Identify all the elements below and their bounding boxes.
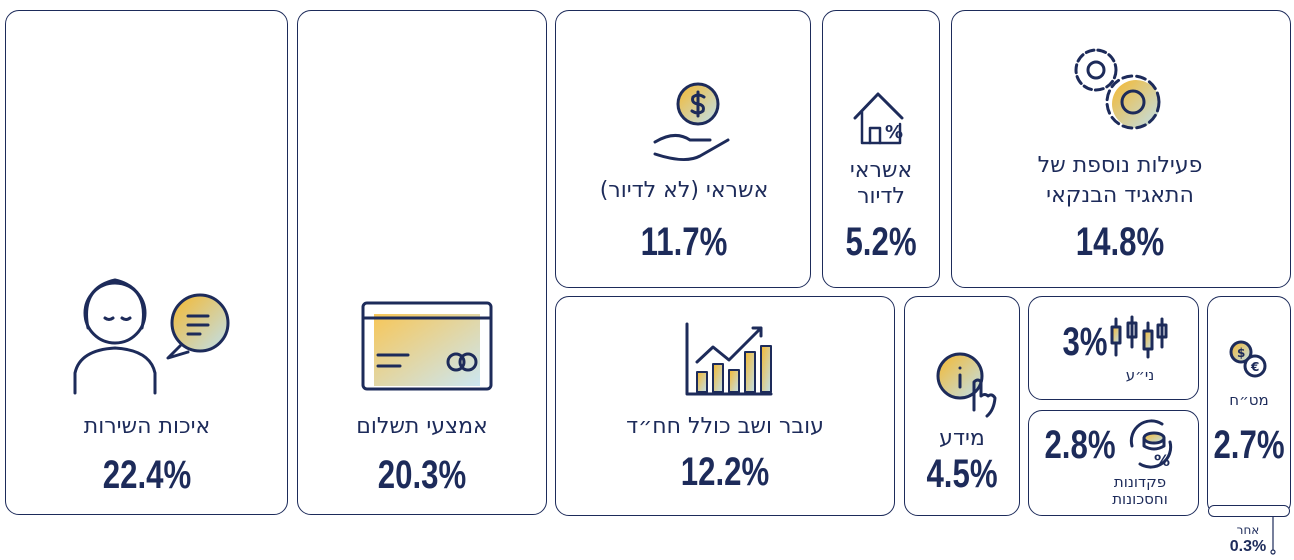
svg-text:%: %	[1154, 451, 1170, 470]
tile	[904, 296, 1020, 516]
tile	[5, 10, 288, 515]
icon-gears	[1074, 48, 1161, 130]
tile-value: 11.7%	[640, 220, 728, 264]
tile	[1208, 505, 1290, 517]
icon-hand-coin	[653, 82, 730, 161]
tile-value: 3%	[1062, 320, 1108, 364]
tile-value: 0.3%	[1229, 538, 1267, 555]
tile-value: 2.8%	[1044, 423, 1116, 467]
tile-label: מידע	[939, 426, 985, 451]
tile-label: מט״ח	[1229, 391, 1269, 409]
icon-card	[361, 301, 493, 391]
icon-bar-chart	[685, 322, 773, 396]
svg-text:€: €	[1250, 360, 1259, 374]
tile-value: 5.2%	[845, 220, 917, 264]
tile	[555, 296, 895, 516]
tile	[1207, 296, 1291, 516]
tile-label: אחר	[1236, 523, 1260, 537]
tile	[555, 10, 811, 288]
tile-label: אשראי (לא לדיור)	[599, 178, 769, 203]
tile-label: התאגיד הבנקאי	[1046, 183, 1194, 208]
tile-value: 20.3%	[377, 453, 467, 497]
tile	[822, 10, 940, 288]
tile-value: 12.2%	[680, 450, 770, 494]
tile-value: 22.4%	[102, 453, 192, 497]
tile-label: ני״ע	[1125, 366, 1155, 384]
svg-text:%: %	[885, 122, 903, 143]
tile-value: 4.5%	[926, 452, 998, 496]
svg-text:$: $	[1237, 346, 1245, 360]
icon-currency: $ €	[1229, 340, 1267, 378]
tile	[951, 10, 1291, 288]
tile-label: וחסכונות	[1112, 490, 1168, 508]
tile-label: פעילות נוספת של	[1037, 153, 1203, 178]
tile	[297, 10, 547, 515]
callout-line	[1270, 516, 1276, 555]
tile	[1028, 296, 1199, 400]
tile-label: איכות השירות	[83, 414, 211, 439]
icon-info	[936, 352, 997, 418]
tile	[1028, 410, 1199, 516]
tile-value: 2.7%	[1213, 423, 1285, 467]
tile-label: אמצעי תשלום	[356, 414, 488, 439]
icon-candles	[1110, 315, 1168, 359]
tile-label: עובר ושב כולל חח״ד	[626, 414, 824, 439]
tile-value: 14.8%	[1075, 220, 1165, 264]
tile-label: לדיור	[857, 184, 905, 209]
icon-house: %	[853, 92, 904, 145]
icon-person	[73, 278, 230, 395]
tile-label: פקדונות	[1113, 473, 1167, 491]
icon-savings: %	[1129, 419, 1173, 470]
tile-label: אשראי	[849, 158, 913, 183]
